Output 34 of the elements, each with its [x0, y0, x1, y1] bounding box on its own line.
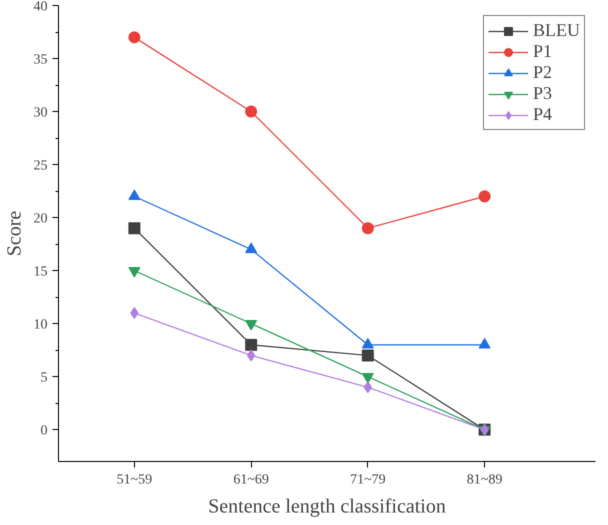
x-tick-label: 61~69: [233, 472, 269, 488]
legend-label: P2: [533, 62, 553, 83]
point: [130, 307, 139, 320]
point: [364, 381, 372, 394]
point: [128, 31, 140, 44]
y-tick-label: 10: [34, 318, 48, 333]
y-tick-label: 25: [34, 158, 48, 174]
legend-label: P1: [533, 41, 553, 62]
point: [128, 222, 140, 234]
y-tick-label: 40: [34, 0, 48, 14]
legend-label: BLEU: [533, 20, 580, 41]
point: [245, 338, 258, 351]
x-tick-label: 71~79: [350, 472, 386, 488]
point: [245, 242, 258, 254]
y-tick-label: 5: [40, 370, 48, 386]
y-tick-label: 20: [34, 212, 48, 227]
y-tick-label: 35: [34, 52, 48, 68]
y-axis-title: Score: [4, 210, 26, 256]
y-tick-label: 30: [34, 106, 48, 121]
legend-label: P3: [533, 83, 553, 104]
point: [362, 222, 374, 234]
point: [245, 106, 258, 118]
point: [478, 338, 491, 349]
legend-label: P4: [533, 104, 553, 125]
x-axis-title: Sentence length classification: [208, 496, 446, 518]
x-tick-label: 81~89: [466, 472, 502, 488]
y-tick-label: 0: [40, 424, 48, 439]
point: [362, 349, 374, 362]
point: [246, 349, 256, 362]
point: [128, 190, 140, 200]
point: [478, 190, 491, 202]
point: [362, 338, 374, 349]
x-tick-label: 51~59: [116, 472, 152, 488]
y-tick-label: 15: [34, 264, 48, 280]
